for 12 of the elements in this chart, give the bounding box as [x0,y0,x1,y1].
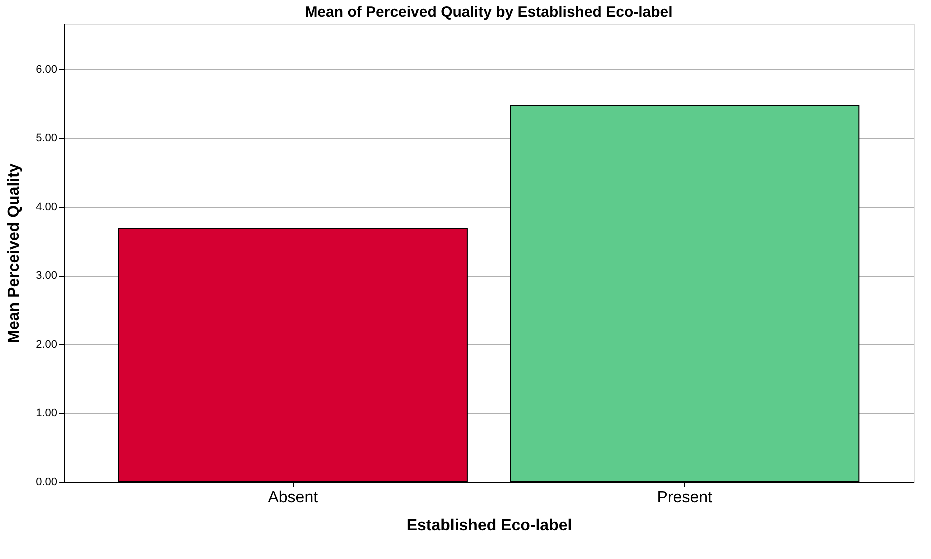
y-tick-label: 1.00 [36,408,58,420]
y-tick-label: 4.00 [36,201,58,214]
y-tick-label: 3.00 [36,270,58,282]
x-tick-label: Present [657,490,713,506]
y-tick-label: 2.00 [36,338,58,351]
y-tick-label: 5.00 [36,132,58,145]
chart-title: Mean of Perceived Quality by Established Eco-label [305,4,673,21]
x-axis-title: Established Eco-label [406,518,572,534]
y-tick-label: 0.00 [36,476,58,488]
x-tick-label: Absent [268,490,319,506]
y-axis-title: Mean Perceived Quality [6,164,24,344]
y-tick-label: 6.00 [36,64,58,76]
